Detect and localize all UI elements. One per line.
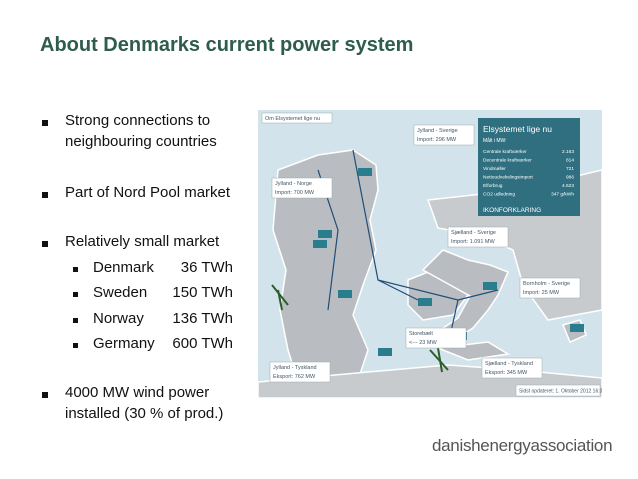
box-title: Storebælt	[409, 331, 433, 337]
box-title: Sjælland - Tyskland	[485, 361, 533, 367]
bullet-marker	[42, 120, 48, 126]
wind-turbines	[271, 284, 449, 373]
box-title: Jylland - Sverige	[417, 128, 458, 134]
info-box	[405, 327, 467, 349]
sub-bullet-marker	[73, 342, 78, 348]
box-value: Import: 25 MW	[523, 290, 560, 296]
map-header: Om Elsystemet lige nu	[265, 116, 320, 122]
bullet-text: neighbouring countries	[65, 133, 217, 150]
logo: danishenergyassociation	[432, 436, 613, 455]
sub-bullet-name: Denmark	[93, 259, 154, 276]
box-title: Sjælland - Sverige	[451, 230, 496, 236]
box-value: Eksport: 762 MW	[273, 374, 316, 380]
status-panel	[478, 118, 580, 216]
panel-label: Nettoudvekslingsimport	[483, 175, 534, 181]
box-value: Import: 1.091 MW	[451, 239, 496, 245]
sub-bullet-name: Sweden	[93, 284, 148, 302]
info-box	[447, 226, 509, 248]
box-value: <--- 23 MW	[409, 340, 437, 346]
panel-legend: IKONFORKLARING	[483, 207, 541, 214]
zealand	[421, 249, 509, 341]
map: Om Elsystemet lige nu Jylland - Sverige Im…	[258, 110, 602, 398]
sub-bullet-value: 136 TWh	[172, 309, 233, 327]
bullet-marker	[42, 241, 48, 247]
bullet-marker	[42, 392, 48, 398]
sub-bullet-value: 36 TWh	[180, 259, 233, 276]
bullet-text: 4000 MW wind power	[65, 384, 210, 401]
bullet-text: Strong connections to	[65, 112, 211, 129]
info-box	[271, 177, 333, 199]
box-value: Import: 700 MW	[275, 190, 315, 196]
sub-bullet-marker	[73, 267, 78, 272]
info-box	[519, 277, 581, 299]
panel-label: Vindmøller	[483, 166, 506, 172]
box-title: Jylland - Tyskland	[273, 365, 317, 371]
info-box	[515, 384, 601, 397]
bullet-text: Part of Nord Pool market	[65, 184, 231, 201]
panel-unit: Målt i MW:	[483, 137, 507, 144]
panel-value: 814	[566, 158, 574, 164]
box-title: Bornholm - Sverige	[523, 281, 570, 287]
grid-lines	[317, 149, 499, 346]
panel-value: 2.163	[562, 149, 574, 155]
bullet-text: installed (30 % of prod.)	[65, 405, 224, 422]
box-title: Jylland - Norge	[275, 181, 312, 187]
sub-bullet-name: Norway	[93, 309, 144, 327]
panel-label: Centrale kraftværker	[483, 149, 527, 155]
panel-label: Elforbrug	[483, 183, 503, 189]
panel-value: 986	[566, 175, 574, 181]
sub-bullet-marker	[73, 292, 78, 298]
info-box	[413, 124, 475, 146]
panel-label: CO2 udledning	[483, 192, 515, 198]
panel-value: 4.623	[562, 183, 574, 189]
bullet-marker	[42, 192, 48, 198]
sub-bullet-marker	[73, 317, 78, 323]
sub-bullet-value: 150 TWh	[172, 284, 233, 302]
info-box	[261, 112, 333, 124]
box-value: Eksport: 345 MW	[485, 370, 528, 376]
info-box	[481, 357, 543, 379]
info-box	[269, 361, 331, 383]
bullet-text: Relatively small market	[65, 233, 220, 250]
sub-bullet-name: Germany	[93, 334, 155, 352]
slide-title: About Denmarks current power system	[40, 34, 414, 56]
panel-value: 721	[566, 166, 574, 172]
updated-note: Sidst opdateret: 1. Oktober 2012 16:35	[519, 389, 602, 395]
box-value: Import: 296 MW	[417, 137, 457, 143]
panel-title: Elsystemet lige nu	[483, 124, 552, 134]
panel-value: 347 g/kWh	[551, 192, 574, 198]
panel-label: Decentrale kraftværker	[483, 158, 532, 164]
sub-bullet-value: 600 TWh	[172, 334, 233, 352]
